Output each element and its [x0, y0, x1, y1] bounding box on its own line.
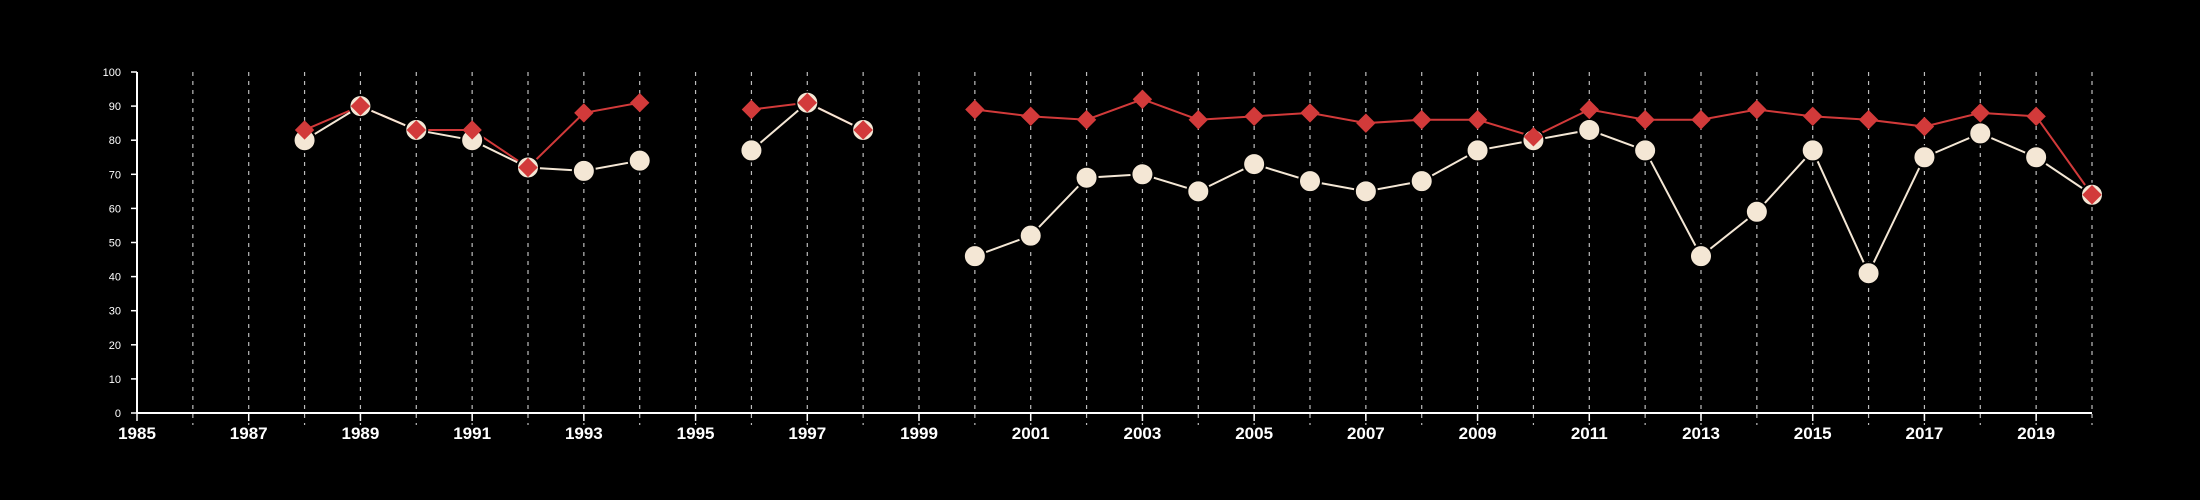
data-point	[1018, 223, 1043, 248]
data-point	[1132, 89, 1153, 109]
x-axis-ticks: 1985 1987 1989 1991 1993 1995 1997 1999 2001 2003…	[118, 413, 2055, 443]
data-point	[1691, 110, 1711, 130]
y-tick-label: 100	[103, 67, 121, 79]
x-tick-label: 2017	[1906, 424, 1944, 443]
data-point	[1635, 110, 1655, 130]
data-point	[574, 103, 594, 123]
x-tick-label: 2001	[1012, 424, 1050, 443]
x-tick-label: 2003	[1124, 424, 1162, 443]
x-tick-label: 1989	[342, 424, 380, 443]
data-point	[797, 92, 817, 113]
series-markers-1	[292, 90, 2104, 286]
data-point	[1914, 116, 1935, 137]
data-point	[1244, 106, 1264, 127]
data-point	[1356, 113, 1376, 133]
data-point	[406, 120, 426, 140]
data-point	[962, 244, 987, 269]
x-tick-label: 2015	[1794, 424, 1832, 443]
data-point	[1467, 110, 1488, 130]
y-tick-label: 50	[109, 238, 121, 250]
data-point	[1633, 138, 1658, 163]
data-point	[627, 148, 652, 173]
data-point	[1300, 103, 1320, 123]
data-point	[1412, 110, 1432, 130]
data-point	[1912, 145, 1937, 170]
x-tick-label: 2019	[2017, 424, 2055, 443]
x-tick-label: 1997	[788, 424, 826, 443]
data-point	[1074, 165, 1099, 190]
data-point	[739, 138, 764, 163]
y-axis-ticks: 0 10 20 30 40 50 60 70 80 90 100	[103, 67, 137, 420]
data-point	[1744, 199, 1769, 224]
grid-lines	[192, 72, 2093, 425]
data-point	[350, 96, 371, 116]
y-tick-label: 90	[109, 101, 121, 113]
data-point	[1409, 169, 1434, 194]
series-markers-0	[294, 89, 2102, 205]
data-point	[462, 120, 482, 140]
data-point	[2082, 185, 2102, 205]
x-tick-label: 1985	[118, 424, 156, 443]
data-point	[2026, 106, 2046, 127]
data-point	[1577, 117, 1602, 142]
y-tick-label: 0	[115, 408, 121, 420]
data-point	[1353, 179, 1378, 204]
data-point	[1747, 99, 1767, 120]
x-tick-label: 2009	[1459, 424, 1497, 443]
x-tick-label: 2005	[1235, 424, 1273, 443]
y-tick-label: 60	[109, 203, 121, 215]
data-point	[630, 92, 650, 113]
y-tick-label: 30	[109, 306, 121, 318]
data-point	[1298, 169, 1322, 194]
data-point	[1800, 138, 1825, 163]
y-tick-label: 80	[109, 135, 121, 147]
data-point	[1579, 99, 1599, 120]
data-point	[1689, 244, 1713, 269]
x-tick-label: 1999	[900, 424, 938, 443]
data-point	[2024, 145, 2049, 170]
data-point	[1186, 179, 1211, 204]
data-point	[1130, 162, 1155, 187]
data-point	[1021, 106, 1041, 127]
data-point	[1858, 110, 1879, 130]
data-point	[1076, 110, 1097, 130]
data-point	[1523, 127, 1544, 147]
x-tick-label: 1995	[677, 424, 715, 443]
x-tick-label: 2007	[1347, 424, 1385, 443]
data-point	[1188, 110, 1208, 130]
y-tick-label: 10	[109, 374, 121, 386]
data-point	[965, 99, 985, 120]
data-point	[1856, 261, 1881, 286]
x-tick-label: 1991	[453, 424, 491, 443]
y-tick-label: 40	[109, 272, 121, 284]
x-tick-label: 2011	[1571, 424, 1608, 443]
data-point	[853, 120, 873, 140]
data-point	[518, 157, 538, 178]
data-point	[741, 99, 762, 120]
data-point	[1465, 138, 1490, 163]
y-tick-label: 70	[109, 169, 121, 181]
data-point	[1803, 106, 1823, 127]
data-point	[294, 120, 315, 140]
x-tick-label: 1993	[565, 424, 603, 443]
x-tick-label: 1987	[230, 424, 268, 443]
y-tick-label: 20	[109, 340, 121, 352]
data-point	[1968, 121, 1993, 146]
x-tick-label: 2013	[1682, 424, 1720, 443]
data-point	[1242, 152, 1267, 177]
data-point	[571, 158, 596, 183]
data-point	[1970, 103, 1990, 123]
